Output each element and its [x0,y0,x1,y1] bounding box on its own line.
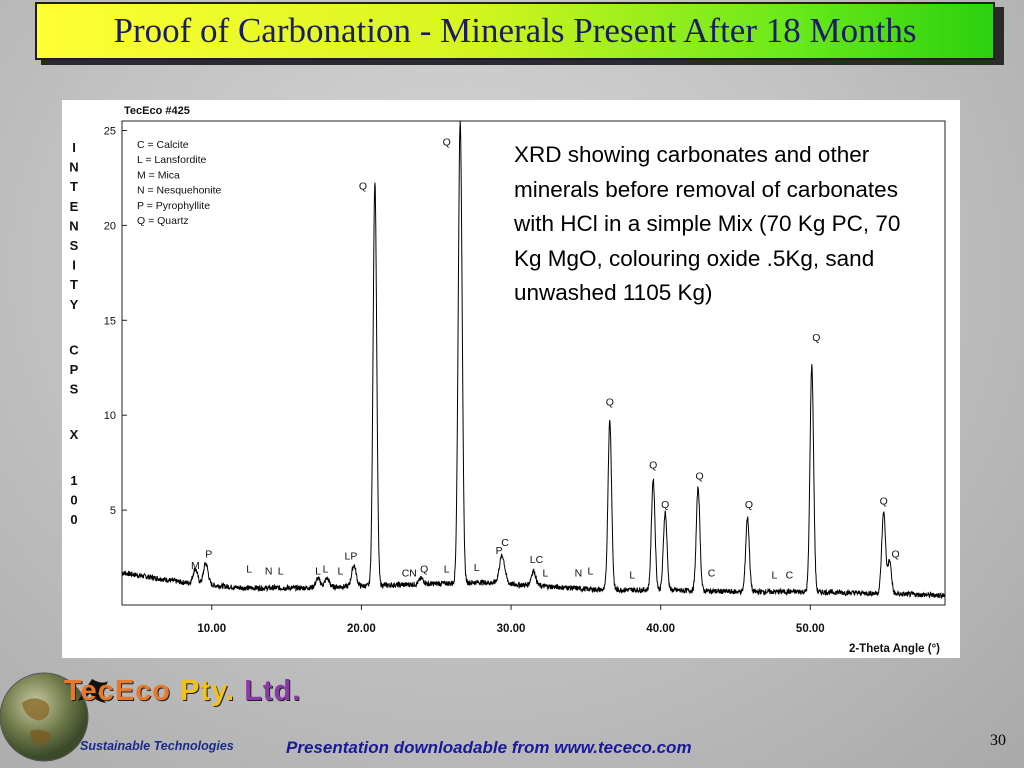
peak-label: Q [745,499,753,511]
peak-label: Q [696,471,704,483]
peak-label: L [323,564,329,576]
legend-entry: C = Calcite [137,139,189,151]
logo-tagline: Sustainable Technologies [80,739,234,753]
peak-label: Q [359,180,367,192]
legend-entry: L = Lansfordite [137,154,207,166]
plot-frame [121,120,946,606]
y-tick-label: 5 [110,505,116,517]
xrd-chart: TecEco #425 5 10 15 20 25 10.00 20.00 30.00 40.00… [69,105,946,655]
slide-title: Proof of Carbonation - Minerals Present … [113,11,917,50]
chart-caption: XRD showing carbonates and other mineral… [514,142,901,305]
peak-label: Q [606,397,614,409]
peak-label: CN [402,568,417,580]
peak-label: Q [812,332,820,344]
title-banner: Proof of Carbonation - Minerals Present … [35,2,995,60]
peak-label: P [496,545,503,557]
globe-bird-icon [0,672,108,762]
peak-label: L [771,569,777,581]
xrd-trace [121,120,946,599]
peak-label: Q [892,549,900,561]
y-tick-label: 15 [104,315,116,327]
chart-title: TecEco #425 [124,105,190,117]
x-tick-label: 30.00 [497,623,526,635]
peak-label: L [629,569,635,581]
peak-label: L [474,562,480,574]
y-tick-label: 10 [104,410,116,422]
footer-download-link[interactable]: Presentation downloadable from www.tecec… [286,738,692,757]
x-tick-label: 40.00 [646,623,675,635]
peak-label: C [786,569,794,581]
peak-label: Q [443,137,451,149]
peak-label: M [191,560,200,572]
x-tick-label: 50.00 [796,623,825,635]
logo-brand: TecEco Pty. Ltd. [64,675,302,707]
peak-label: Q [649,459,657,471]
legend-entry: M = Mica [137,169,180,181]
peak-label: Q [420,564,428,576]
peak-label: L [543,568,549,580]
xrd-chart-panel: TecEco #425 5 10 15 20 25 10.00 20.00 30.00 40.00… [62,100,960,658]
peak-label: N [265,566,273,578]
y-tick-label: 25 [104,125,116,137]
x-tick-label: 20.00 [347,623,376,635]
peak-label: C [708,568,716,580]
peak-label: P [205,549,212,561]
peak-label: L [315,566,321,578]
legend-entry: N = Nesquehonite [137,185,222,197]
peak-label: L [338,566,344,578]
peak-label: L [278,566,284,578]
peak-label: C [501,537,509,549]
peak-label: Q [661,499,669,511]
peak-label: L [246,564,252,576]
peak-label: LC [530,554,544,566]
x-tick-label: 10.00 [197,623,226,635]
peak-label: L [444,564,450,576]
legend-entry: Q = Quartz [137,215,189,227]
y-tick-label: 20 [104,220,116,232]
peak-label: LP [345,550,358,562]
page-number: 30 [990,732,1006,749]
peak-label: L [587,566,593,578]
peak-label: Q [880,495,888,507]
tececo-logo: TecEco Pty. Ltd. Sustainable Technologie… [0,665,300,768]
x-axis-label: 2-Theta Angle (°) [849,643,940,655]
legend-entry: P = Pyrophyllite [137,200,210,212]
peak-label: N [575,568,583,580]
